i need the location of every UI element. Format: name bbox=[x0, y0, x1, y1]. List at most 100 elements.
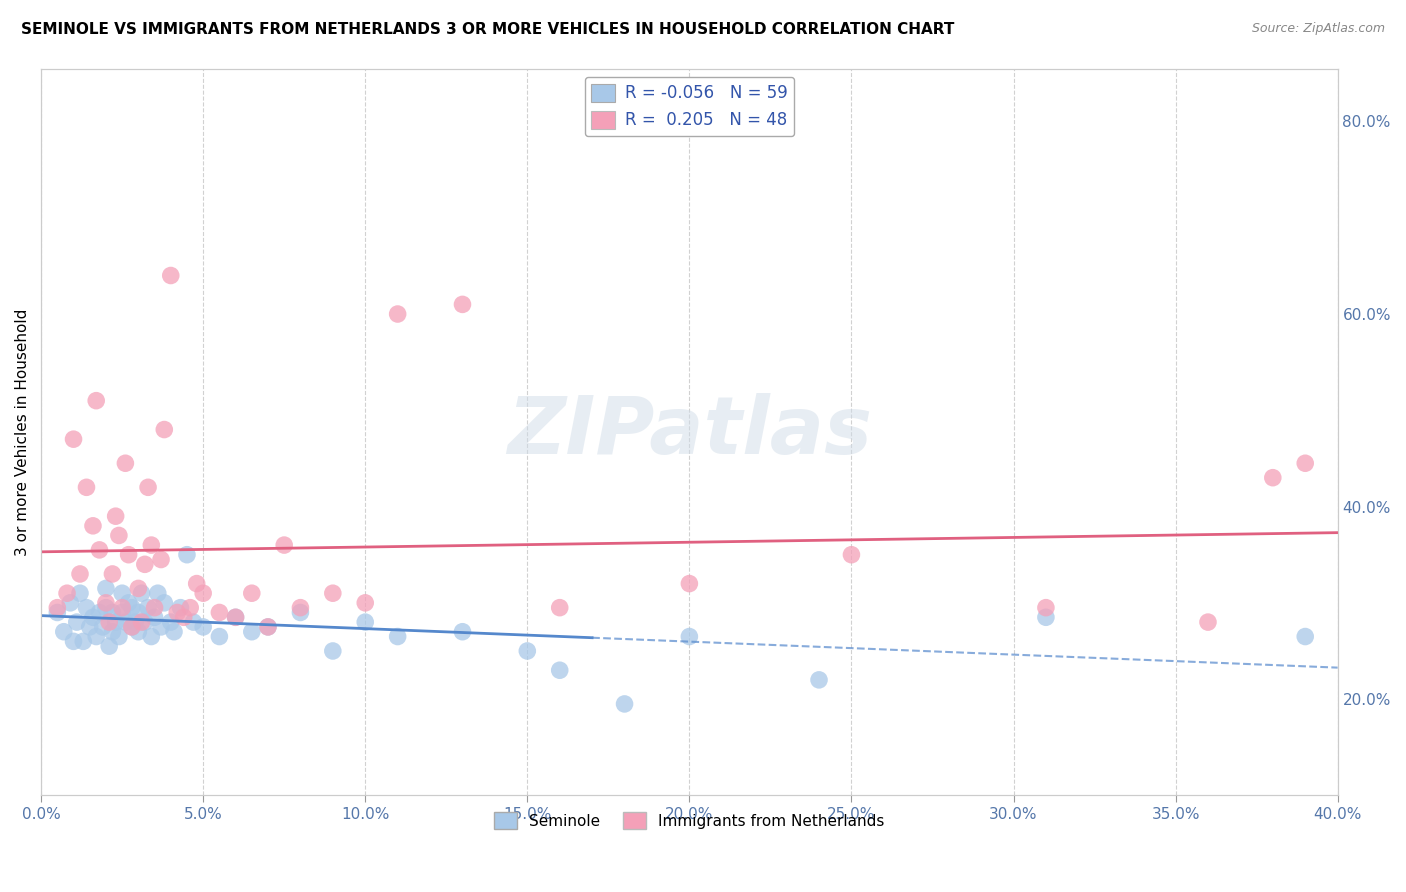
Point bbox=[257, 620, 280, 634]
Point bbox=[146, 586, 169, 600]
Point bbox=[240, 624, 263, 639]
Point bbox=[159, 268, 181, 283]
Point bbox=[193, 586, 215, 600]
Point bbox=[322, 644, 344, 658]
Point bbox=[1035, 610, 1057, 624]
Point bbox=[114, 615, 136, 629]
Point bbox=[127, 606, 149, 620]
Point bbox=[72, 634, 94, 648]
Text: SEMINOLE VS IMMIGRANTS FROM NETHERLANDS 3 OR MORE VEHICLES IN HOUSEHOLD CORRELAT: SEMINOLE VS IMMIGRANTS FROM NETHERLANDS … bbox=[21, 22, 955, 37]
Point bbox=[89, 542, 111, 557]
Point bbox=[548, 663, 571, 677]
Point bbox=[76, 600, 98, 615]
Point bbox=[117, 548, 139, 562]
Point bbox=[808, 673, 831, 687]
Point bbox=[56, 586, 79, 600]
Point bbox=[153, 423, 176, 437]
Point bbox=[101, 566, 124, 581]
Point bbox=[163, 624, 186, 639]
Point bbox=[46, 600, 69, 615]
Point bbox=[62, 634, 84, 648]
Point bbox=[111, 600, 134, 615]
Point bbox=[98, 615, 121, 629]
Point bbox=[548, 600, 571, 615]
Point bbox=[322, 586, 344, 600]
Point bbox=[225, 610, 247, 624]
Point bbox=[153, 596, 176, 610]
Point bbox=[1261, 471, 1284, 485]
Point bbox=[451, 297, 474, 311]
Point bbox=[91, 620, 114, 634]
Point bbox=[354, 596, 377, 610]
Point bbox=[84, 393, 107, 408]
Point bbox=[101, 606, 124, 620]
Point bbox=[131, 586, 153, 600]
Point bbox=[127, 582, 149, 596]
Point bbox=[166, 606, 188, 620]
Point bbox=[678, 576, 700, 591]
Point bbox=[678, 630, 700, 644]
Point bbox=[141, 538, 163, 552]
Point bbox=[183, 615, 205, 629]
Point bbox=[150, 620, 173, 634]
Point bbox=[273, 538, 295, 552]
Point bbox=[127, 624, 149, 639]
Point bbox=[131, 615, 153, 629]
Point bbox=[111, 586, 134, 600]
Point bbox=[169, 600, 191, 615]
Point bbox=[82, 610, 104, 624]
Point bbox=[62, 432, 84, 446]
Text: Source: ZipAtlas.com: Source: ZipAtlas.com bbox=[1251, 22, 1385, 36]
Point bbox=[98, 639, 121, 653]
Point bbox=[1197, 615, 1219, 629]
Point bbox=[66, 615, 89, 629]
Point bbox=[841, 548, 863, 562]
Point bbox=[179, 600, 201, 615]
Point bbox=[208, 606, 231, 620]
Point bbox=[108, 528, 131, 542]
Point bbox=[46, 606, 69, 620]
Point bbox=[121, 620, 143, 634]
Point bbox=[121, 600, 143, 615]
Point bbox=[176, 548, 198, 562]
Point bbox=[124, 615, 146, 629]
Point bbox=[108, 630, 131, 644]
Point bbox=[134, 615, 156, 629]
Y-axis label: 3 or more Vehicles in Household: 3 or more Vehicles in Household bbox=[15, 309, 30, 556]
Point bbox=[173, 610, 195, 624]
Point bbox=[101, 624, 124, 639]
Point bbox=[69, 566, 91, 581]
Point bbox=[117, 596, 139, 610]
Point bbox=[240, 586, 263, 600]
Point bbox=[354, 615, 377, 629]
Point bbox=[69, 586, 91, 600]
Point bbox=[104, 509, 127, 524]
Point bbox=[94, 600, 117, 615]
Point bbox=[134, 558, 156, 572]
Point bbox=[143, 610, 166, 624]
Point bbox=[121, 620, 143, 634]
Point bbox=[136, 480, 159, 494]
Point bbox=[387, 630, 409, 644]
Point bbox=[114, 456, 136, 470]
Point bbox=[159, 615, 181, 629]
Point bbox=[290, 606, 312, 620]
Point bbox=[82, 518, 104, 533]
Point bbox=[136, 600, 159, 615]
Point bbox=[111, 606, 134, 620]
Text: ZIPatlas: ZIPatlas bbox=[508, 393, 872, 471]
Point bbox=[451, 624, 474, 639]
Point bbox=[89, 606, 111, 620]
Point bbox=[225, 610, 247, 624]
Point bbox=[52, 624, 75, 639]
Point bbox=[143, 600, 166, 615]
Point bbox=[79, 620, 101, 634]
Point bbox=[84, 630, 107, 644]
Point bbox=[141, 630, 163, 644]
Point bbox=[59, 596, 82, 610]
Point bbox=[387, 307, 409, 321]
Point bbox=[76, 480, 98, 494]
Point bbox=[1294, 456, 1316, 470]
Point bbox=[613, 697, 636, 711]
Point bbox=[193, 620, 215, 634]
